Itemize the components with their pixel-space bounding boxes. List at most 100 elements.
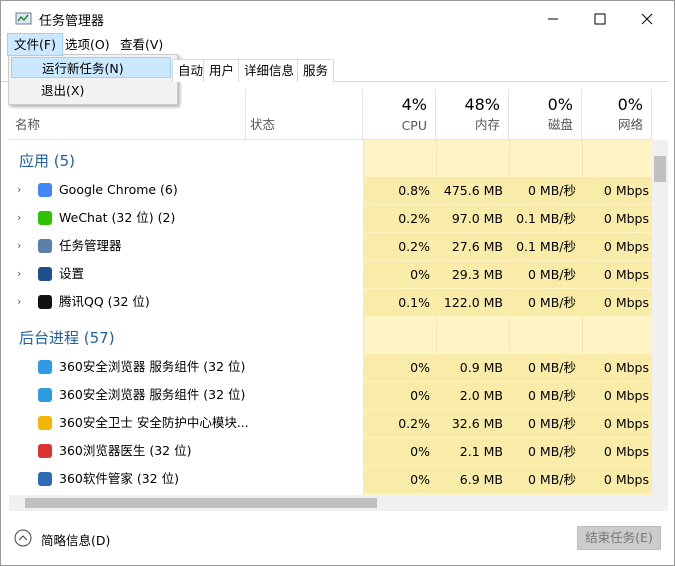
process-row[interactable]: 360浏览器医生 (32 位) 0% 2.1 MB 0 MB/秒 0 Mbps	[9, 437, 652, 465]
cpu-cell: 0%	[363, 465, 436, 493]
expand-arrow[interactable]: ›	[17, 239, 22, 252]
expand-arrow[interactable]: ›	[17, 211, 22, 224]
process-row[interactable]: › WeChat (32 位) (2) 0.2% 97.0 MB 0.1 MB/秒 0 M…	[9, 204, 652, 232]
fewer-details-link[interactable]: 简略信息(D)	[41, 533, 111, 548]
group-header[interactable]: 应用 (5)	[19, 152, 76, 170]
cpu-cell: 0.2%	[363, 204, 436, 232]
disk-cell: 0 MB/秒	[509, 260, 582, 288]
scroll-thumb[interactable]	[654, 156, 666, 182]
status-header[interactable]: 状态	[246, 89, 363, 139]
menu-item[interactable]: 选项(O)	[65, 37, 110, 52]
tab-divider	[1, 81, 669, 82]
expand-arrow[interactable]: ›	[17, 295, 22, 308]
process-row[interactable]: › 任务管理器 0.2% 27.6 MB 0.1 MB/秒 0 Mbps	[9, 232, 652, 260]
network-cell: 0 Mbps	[582, 288, 652, 316]
memory-cell: 0.9 MB	[436, 353, 509, 381]
memory-cell: 32.6 MB	[436, 409, 509, 437]
name-header[interactable]: 名称	[9, 89, 246, 139]
process-name: 360安全浏览器 服务组件 (32 位)	[59, 387, 246, 402]
cpu-header[interactable]: 4% CPU	[363, 89, 436, 139]
process-row[interactable]: 360安全浏览器 服务组件 (32 位) 0% 2.0 MB 0 MB/秒 0 Mbps	[9, 381, 652, 409]
disk-cell: 0 MB/秒	[509, 465, 582, 493]
usage-percent: 4%	[401, 95, 427, 114]
process-row[interactable]: › Google Chrome (6) 0.8% 475.6 MB 0 MB/秒 0 Mb…	[9, 176, 652, 204]
menu-option[interactable]: 退出(X)	[41, 83, 85, 98]
cpu-cell: 0.8%	[363, 176, 436, 204]
header-divider	[9, 139, 652, 140]
process-row[interactable]: 360安全卫士 安全防护中心模块... 0.2% 32.6 MB 0 MB/秒 0 Mb…	[9, 409, 652, 437]
process-icon	[38, 295, 52, 309]
end-task-button[interactable]: 结束任务(E)	[577, 526, 661, 550]
disk-cell: 0 MB/秒	[509, 381, 582, 409]
disk-header[interactable]: 0% 磁盘	[509, 89, 582, 139]
process-name: WeChat (32 位) (2)	[59, 210, 176, 225]
expand-arrow[interactable]: ›	[17, 267, 22, 280]
memory-cell: 27.6 MB	[436, 232, 509, 260]
process-icon	[38, 239, 52, 253]
network-cell: 0 Mbps	[582, 232, 652, 260]
process-icon	[38, 416, 52, 430]
process-name: 360安全卫士 安全防护中心模块...	[59, 415, 249, 430]
usage-percent: 0%	[547, 95, 573, 114]
disk-cell: 0 MB/秒	[509, 288, 582, 316]
memory-cell: 2.0 MB	[436, 381, 509, 409]
cpu-cell: 0.1%	[363, 288, 436, 316]
header-label: 状态	[250, 117, 276, 132]
memory-cell: 2.1 MB	[436, 437, 509, 465]
cpu-cell: 0%	[363, 381, 436, 409]
network-cell: 0 Mbps	[582, 465, 652, 493]
tab[interactable]: 详细信息	[238, 59, 301, 82]
horizontal-scrollbar[interactable]	[9, 495, 668, 511]
process-icon	[38, 267, 52, 281]
process-icon	[38, 211, 52, 225]
process-row[interactable]: › 腾讯QQ (32 位) 0.1% 122.0 MB 0 MB/秒 0 Mbps	[9, 288, 652, 316]
usage-percent: 48%	[464, 95, 500, 114]
process-row[interactable]: 360软件管家 (32 位) 0% 6.9 MB 0 MB/秒 0 Mbps	[9, 465, 652, 493]
cpu-cell: 0%	[363, 260, 436, 288]
expand-arrow[interactable]: ›	[17, 183, 22, 196]
header-label: 名称	[15, 117, 41, 132]
cpu-cell: 0.2%	[363, 232, 436, 260]
process-icon	[38, 472, 52, 486]
collapse-icon[interactable]	[13, 528, 33, 548]
window-controls[interactable]	[541, 9, 666, 29]
disk-cell: 0.1 MB/秒	[509, 204, 582, 232]
network-header[interactable]: 0% 网络	[582, 89, 652, 139]
memory-cell: 475.6 MB	[436, 176, 509, 204]
network-cell: 0 Mbps	[582, 204, 652, 232]
cpu-cell: 0%	[363, 437, 436, 465]
app-icon	[15, 12, 32, 25]
process-name: 设置	[59, 266, 85, 281]
usage-percent: 0%	[617, 95, 643, 114]
disk-cell: 0.1 MB/秒	[509, 232, 582, 260]
tab[interactable]: 服务	[297, 59, 335, 82]
memory-cell: 122.0 MB	[436, 288, 509, 316]
memory-header[interactable]: 48% 内存	[436, 89, 509, 139]
scroll-thumb[interactable]	[25, 498, 377, 508]
process-list: 应用 (5) › Google Chrome (6) 0.8% 475.6 MB 0 MB…	[9, 140, 652, 495]
tab[interactable]: 用户	[203, 59, 241, 82]
header-label: 内存	[474, 117, 500, 132]
window-title: 任务管理器	[39, 14, 105, 29]
process-icon	[38, 388, 52, 402]
disk-cell: 0 MB/秒	[509, 353, 582, 381]
process-icon	[38, 360, 52, 374]
network-cell: 0 Mbps	[582, 409, 652, 437]
network-cell: 0 Mbps	[582, 260, 652, 288]
memory-cell: 29.3 MB	[436, 260, 509, 288]
process-row[interactable]: 360安全浏览器 服务组件 (32 位) 0% 0.9 MB 0 MB/秒 0 Mbps	[9, 353, 652, 381]
menu-item[interactable]: 查看(V)	[120, 37, 164, 52]
menu-item[interactable]: 文件(F)	[7, 33, 63, 56]
cpu-cell: 0%	[363, 353, 436, 381]
network-cell: 0 Mbps	[582, 176, 652, 204]
process-icon	[38, 444, 52, 458]
menu-option[interactable]: 运行新任务(N)	[11, 57, 171, 78]
process-icon	[38, 183, 52, 197]
vertical-scrollbar[interactable]	[652, 140, 668, 495]
process-row[interactable]: › 设置 0% 29.3 MB 0 MB/秒 0 Mbps	[9, 260, 652, 288]
network-cell: 0 Mbps	[582, 353, 652, 381]
disk-cell: 0 MB/秒	[509, 176, 582, 204]
process-name: 任务管理器	[59, 238, 122, 253]
process-name: Google Chrome (6)	[59, 182, 178, 197]
group-header[interactable]: 后台进程 (57)	[19, 329, 115, 347]
